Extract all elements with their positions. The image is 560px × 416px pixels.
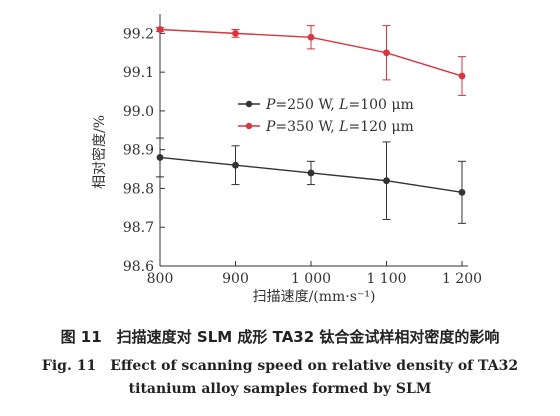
y-tick-label: 99.2: [123, 26, 154, 42]
y-tick-label: 98.7: [123, 220, 154, 236]
series-2: [156, 25, 466, 96]
data-point: [232, 29, 239, 37]
data-point: [307, 33, 315, 41]
y-tick-label: 98.8: [123, 181, 154, 197]
y-tick-label: 99.1: [123, 65, 154, 81]
figure-caption-chinese: 图 11 扫描速度对 SLM 成形 TA32 钛合金试样相对密度的影响: [60, 328, 500, 346]
legend-marker: [245, 122, 253, 130]
x-axis-title: 扫描速度/(mm·s⁻¹): [253, 289, 376, 305]
legend-label: P=350 W, L=120 μm: [265, 119, 414, 135]
data-point: [156, 26, 164, 33]
x-tick-label: 1 200: [442, 271, 482, 287]
figure-caption-english-line2: titanium alloy samples formed by SLM: [128, 381, 432, 397]
data-point: [383, 49, 390, 57]
x-tick-label: 1 100: [366, 271, 406, 287]
axes: 98.6 98.7 98.8 98.9 99.0 99.1 99.2 800 900 1 000 1…: [123, 14, 482, 287]
x-tick-label: 900: [222, 271, 249, 287]
legend: P=250 W, L=100 μm P=350 W, L=120 μm: [238, 97, 414, 135]
x-tick-label: 1 000: [291, 271, 331, 287]
data-point: [156, 154, 164, 161]
legend-marker: [245, 100, 253, 108]
x-tick-label: 800: [147, 271, 174, 287]
figure-caption-english-line1: Fig. 11 Effect of scanning speed on rela…: [41, 358, 519, 374]
y-tick-label: 98.9: [123, 143, 154, 159]
data-point: [383, 177, 390, 185]
series-group: [156, 25, 466, 224]
y-tick-label: 98.6: [123, 259, 154, 275]
chart: 98.6 98.7 98.8 98.9 99.0 99.1 99.2 800 900 1 000 1…: [91, 14, 482, 305]
data-point: [458, 188, 466, 196]
series-1: [156, 137, 466, 224]
data-point: [232, 161, 239, 169]
data-point: [458, 72, 466, 80]
y-tick-label: 99.0: [123, 104, 154, 120]
data-point: [307, 169, 315, 177]
legend-label: P=250 W, L=100 μm: [265, 97, 414, 113]
y-axis-title: 相对密度/%: [91, 115, 108, 189]
